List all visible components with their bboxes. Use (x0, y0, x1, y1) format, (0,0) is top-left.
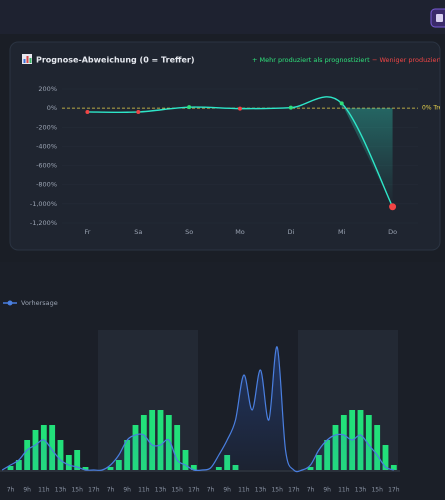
x-tick-label: 13h (55, 487, 67, 494)
deviation-area (341, 103, 393, 207)
x-tick-label: 13h (355, 487, 367, 494)
x-tick-label: 9h (223, 487, 231, 494)
icon-bar (29, 58, 32, 63)
deviation-point (288, 105, 293, 110)
bar (190, 465, 197, 470)
y-tick-label: -400% (36, 142, 57, 150)
icon-bar (26, 56, 29, 63)
x-tick-label: 17h (388, 487, 400, 494)
reference-label: 0% Treffer (422, 105, 445, 112)
bar (382, 445, 389, 470)
legend-negative: − Weniger produziert (372, 56, 442, 64)
deviation-chart: + Mehr produziert als prognostiziert − We… (30, 56, 445, 236)
deviation-point (389, 203, 397, 211)
bar (390, 465, 397, 470)
legend-positive: + Mehr produziert als prognostiziert (252, 56, 370, 64)
x-tick-label: 7h (307, 487, 315, 494)
x-tick-label: 9h (23, 487, 31, 494)
y-tick-label: -800% (36, 181, 57, 189)
bar (65, 455, 72, 470)
deviation-point (136, 109, 141, 114)
y-tick-label: 0% (47, 104, 57, 112)
x-tick-label: 17h (188, 487, 200, 494)
x-tick-label: 7h (7, 487, 15, 494)
card (9, 41, 441, 251)
x-tick-label: 15h (271, 487, 283, 494)
x-tick-label: 9h (123, 487, 131, 494)
x-tick-label: 15h (371, 487, 383, 494)
chart-title: Prognose-Abweichung (0 = Treffer) (36, 56, 195, 65)
bar (157, 410, 164, 470)
forecast-area (2, 346, 394, 472)
x-tick-label: So (185, 228, 193, 236)
x-tick-label: 13h (155, 487, 167, 494)
x-tick-label: Sa (134, 228, 142, 236)
deviation-point (339, 101, 344, 106)
x-tick-label: 15h (171, 487, 183, 494)
x-tick-label: Fr (84, 228, 90, 236)
bar (74, 450, 81, 470)
x-tick-label: 11h (238, 487, 250, 494)
top-bar (0, 0, 445, 34)
legend-label: Vorhersage (21, 299, 58, 307)
title-icon (22, 54, 32, 64)
deviation-point (187, 105, 192, 110)
y-tick-label: -600% (36, 162, 57, 170)
y-tick-label: -1,000% (30, 200, 57, 208)
x-tick-label: Do (388, 228, 397, 236)
button-icon (436, 14, 443, 22)
x-tick-label: 17h (88, 487, 100, 494)
bar (57, 440, 64, 470)
icon-bar (23, 59, 26, 63)
bar (149, 410, 156, 470)
forecast-chart: 7h 9h 11h 13h 15h 17h 7h 9h 11h 13h 15h 17h 7h 9h 11h 1… (0, 299, 400, 494)
bar (49, 425, 56, 470)
bar (365, 415, 372, 470)
y-tick-label: 200% (38, 85, 57, 93)
y-tick-label: -1,200% (30, 219, 57, 227)
x-tick-label: Mi (338, 228, 346, 236)
bar (374, 425, 381, 470)
x-tick-label: 11h (38, 487, 50, 494)
x-tick-label: 7h (207, 487, 215, 494)
x-tick-label: 15h (71, 487, 83, 494)
bar (182, 450, 189, 470)
deviation-point (85, 109, 90, 114)
bar (174, 425, 181, 470)
y-tick-label: -200% (36, 123, 57, 131)
deviation-point (238, 106, 242, 111)
forecast-line (1, 346, 395, 473)
x-tick-label: Di (287, 228, 294, 236)
x-tick-label: 17h (288, 487, 300, 494)
x-tick-label: 11h (138, 487, 150, 494)
x-tick-label: 13h (255, 487, 267, 494)
x-tick-label: 11h (338, 487, 350, 494)
x-tick-label: 9h (323, 487, 331, 494)
bar (82, 467, 89, 470)
x-tick-label: Mo (235, 228, 245, 236)
legend-marker (7, 300, 13, 306)
x-tick-label: 7h (107, 487, 115, 494)
